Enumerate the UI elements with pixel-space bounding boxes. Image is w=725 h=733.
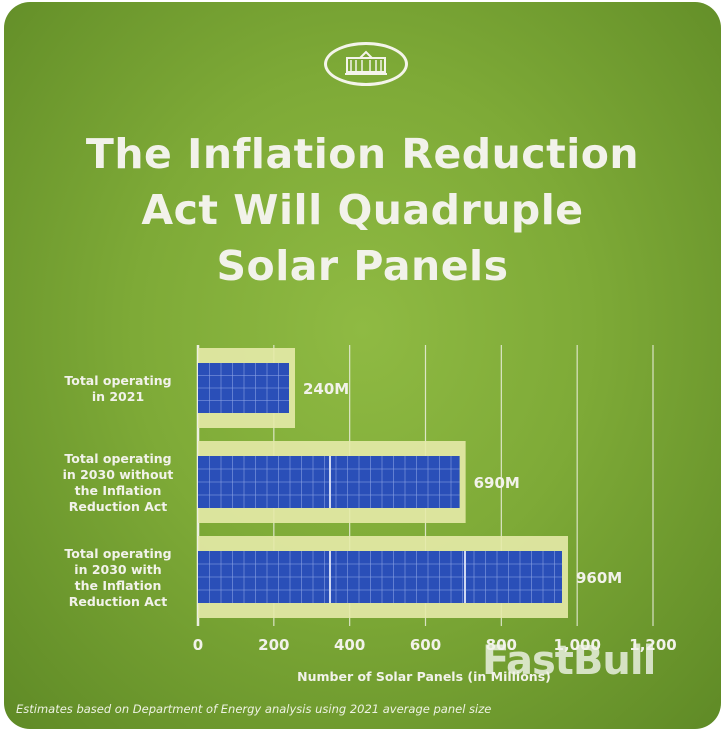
category-label: the Inflation (75, 483, 162, 498)
category-label: Total operating (64, 451, 171, 466)
tick-label: 800 (486, 636, 517, 654)
tick-label: 600 (410, 636, 441, 654)
tick-label: 200 (258, 636, 289, 654)
category-label: in 2030 with (74, 562, 161, 577)
data-label: 960M (576, 569, 622, 587)
footnote: Estimates based on Department of Energy … (16, 702, 492, 716)
category-label: in 2030 without (63, 467, 174, 482)
category-label: in 2021 (92, 389, 144, 404)
category-label: the Inflation (75, 578, 162, 593)
category-label: Total operating (64, 373, 171, 388)
category-label: Reduction Act (69, 499, 168, 514)
data-label: 240M (303, 380, 349, 398)
page-title: The Inflation Reduction Act Will Quadrup… (24, 126, 701, 294)
tick-label: 1,200 (629, 636, 676, 654)
title-line: The Inflation Reduction (85, 130, 640, 178)
tick-label: 400 (334, 636, 365, 654)
title-line: Solar Panels (216, 242, 509, 290)
category-label: Total operating (64, 546, 171, 561)
white-house-seal-icon (324, 42, 408, 86)
watermark: FastBull (482, 638, 656, 684)
category-label: Reduction Act (69, 594, 168, 609)
x-axis-label: Number of Solar Panels (in Millions) (297, 669, 551, 684)
tick-label: 1,000 (553, 636, 600, 654)
data-label: 690M (474, 474, 520, 492)
tick-label: 0 (193, 636, 203, 654)
title-line: Act Will Quadruple (141, 186, 584, 234)
